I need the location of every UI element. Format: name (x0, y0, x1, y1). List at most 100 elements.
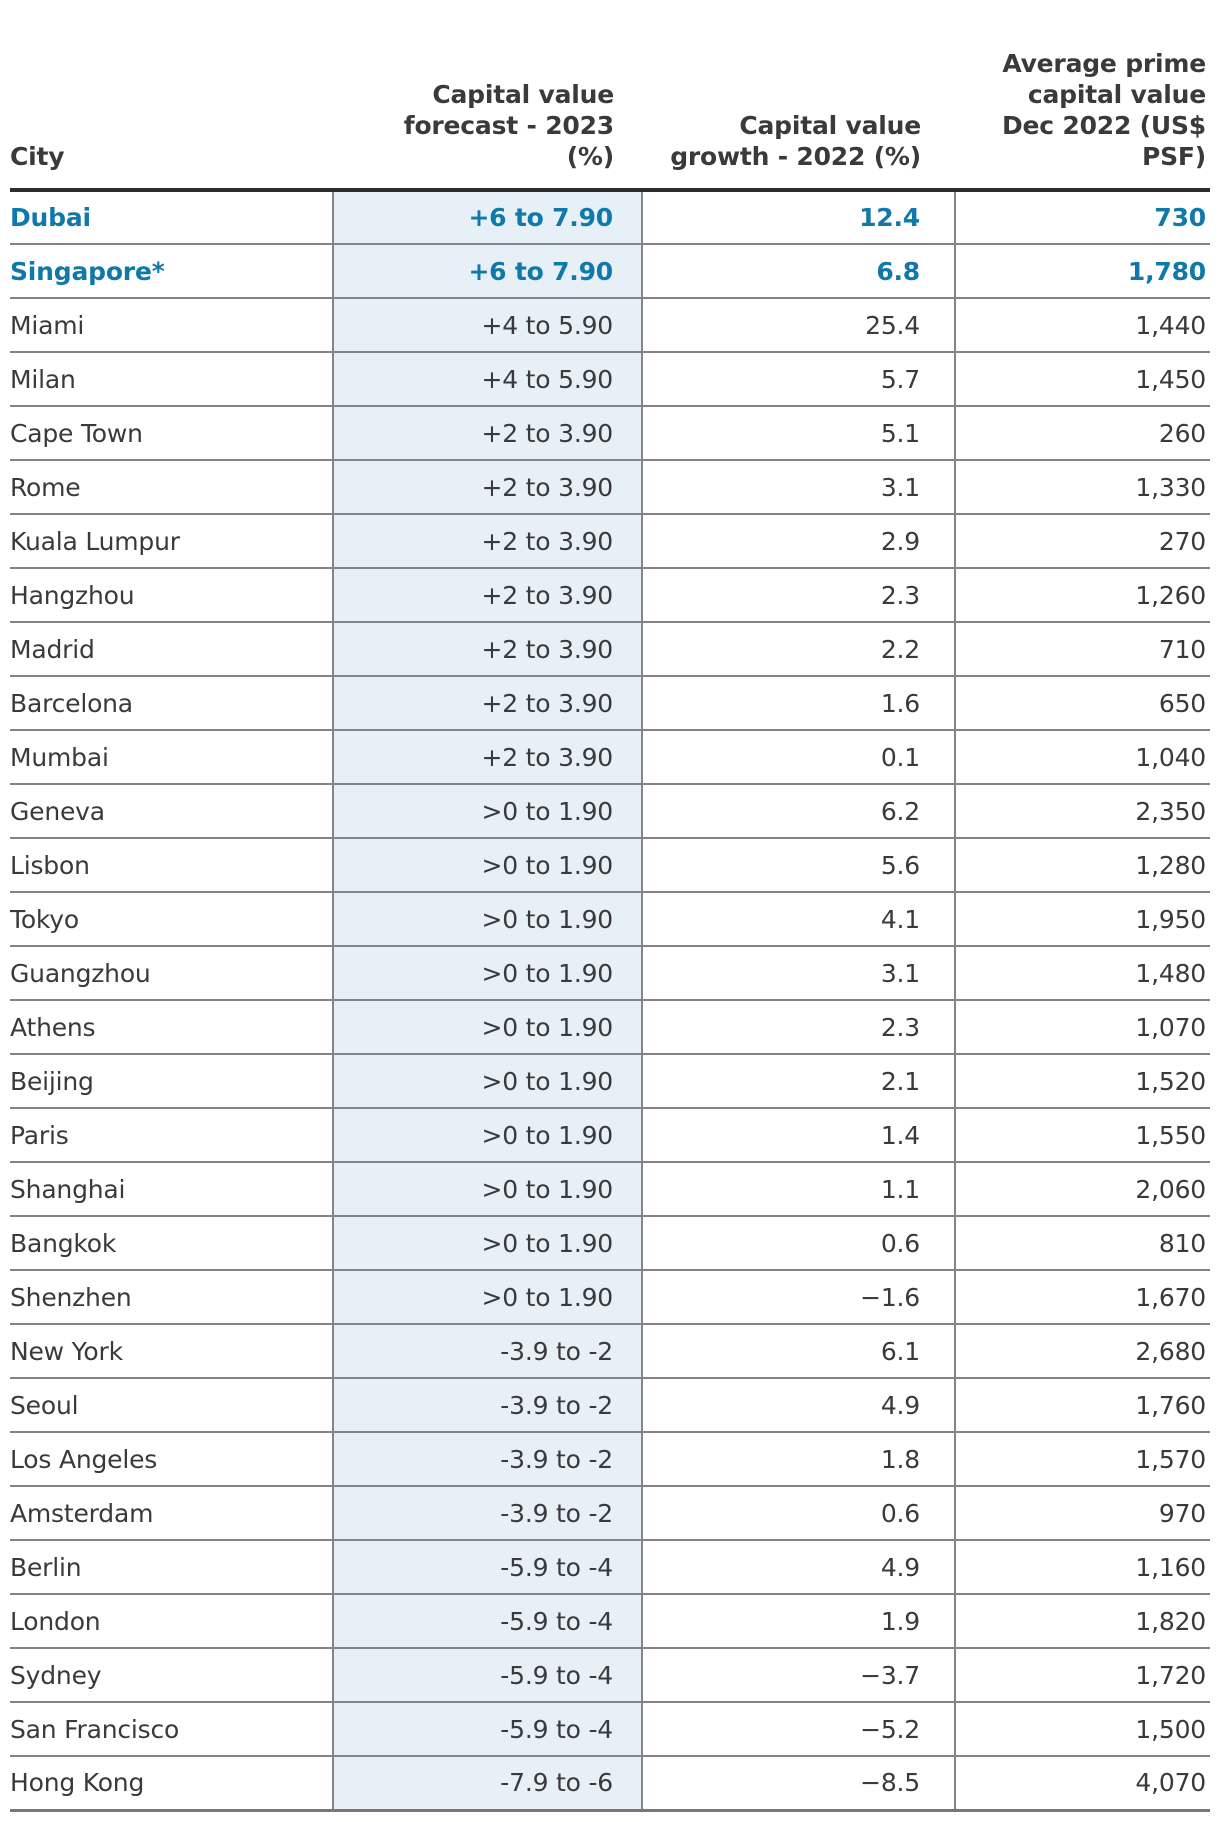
table-row-athens: Athens >0 to 1.90 2.3 1,070 (10, 1000, 1210, 1055)
value-cell: 1,520 (955, 1054, 1210, 1109)
value-cell: 1,760 (955, 1378, 1210, 1433)
table-row-hangzhou: Hangzhou +2 to 3.90 2.3 1,260 (10, 568, 1210, 623)
header-row: City Capital value forecast - 2023 (%) C… (10, 0, 1210, 192)
forecast-cell: >0 to 1.90 (332, 1216, 643, 1271)
forecast-cell: +4 to 5.90 (332, 298, 643, 353)
table-body: Dubai +6 to 7.90 12.4 730 Singapore* +6 to 7… (10, 190, 1210, 1812)
table-row-paris: Paris >0 to 1.90 1.4 1,550 (10, 1108, 1210, 1163)
city-cell: Lisbon (10, 838, 333, 893)
growth-cell: 2.3 (642, 1000, 956, 1055)
forecast-cell: >0 to 1.90 (332, 1270, 643, 1325)
city-cell: Dubai (10, 190, 333, 245)
city-cell: Bangkok (10, 1216, 333, 1271)
table-row-cape-town: Cape Town +2 to 3.90 5.1 260 (10, 406, 1210, 461)
table-row-rome: Rome +2 to 3.90 3.1 1,330 (10, 460, 1210, 515)
table-row-kuala-lumpur: Kuala Lumpur +2 to 3.90 2.9 270 (10, 514, 1210, 569)
forecast-cell: -3.9 to -2 (332, 1378, 643, 1433)
forecast-cell: >0 to 1.90 (332, 838, 643, 893)
value-cell: 1,070 (955, 1000, 1210, 1055)
city-cell: Seoul (10, 1378, 333, 1433)
value-cell: 810 (955, 1216, 1210, 1271)
city-cell: Singapore* (10, 244, 333, 299)
growth-cell: 2.1 (642, 1054, 956, 1109)
growth-cell: 6.1 (642, 1324, 956, 1379)
city-cell: New York (10, 1324, 333, 1379)
city-cell: Hangzhou (10, 568, 333, 623)
col-header-city: City (10, 0, 333, 192)
forecast-cell: -5.9 to -4 (332, 1702, 643, 1757)
value-cell: 650 (955, 676, 1210, 731)
growth-cell: 4.9 (642, 1378, 956, 1433)
forecast-cell: >0 to 1.90 (332, 784, 643, 839)
value-cell: 1,040 (955, 730, 1210, 785)
value-cell: 4,070 (955, 1756, 1210, 1812)
value-cell: 1,280 (955, 838, 1210, 893)
forecast-cell: >0 to 1.90 (332, 1162, 643, 1217)
growth-cell: 1.6 (642, 676, 956, 731)
capital-values-table: City Capital value forecast - 2023 (%) C… (10, 0, 1210, 1812)
value-cell: 1,550 (955, 1108, 1210, 1163)
growth-cell: 6.8 (642, 244, 956, 299)
city-cell: Sydney (10, 1648, 333, 1703)
table-row-miami: Miami +4 to 5.90 25.4 1,440 (10, 298, 1210, 353)
forecast-cell: -3.9 to -2 (332, 1486, 643, 1541)
city-cell: Barcelona (10, 676, 333, 731)
value-cell: 1,820 (955, 1594, 1210, 1649)
table-row-barcelona: Barcelona +2 to 3.90 1.6 650 (10, 676, 1210, 731)
city-cell: Milan (10, 352, 333, 407)
table-row-hong-kong: Hong Kong -7.9 to -6 −8.5 4,070 (10, 1756, 1210, 1812)
city-cell: Shenzhen (10, 1270, 333, 1325)
forecast-cell: -5.9 to -4 (332, 1540, 643, 1595)
growth-cell: 25.4 (642, 298, 956, 353)
forecast-cell: +4 to 5.90 (332, 352, 643, 407)
growth-cell: −3.7 (642, 1648, 956, 1703)
forecast-cell: +6 to 7.90 (332, 190, 643, 245)
city-cell: Hong Kong (10, 1756, 333, 1812)
value-cell: 1,160 (955, 1540, 1210, 1595)
city-cell: San Francisco (10, 1702, 333, 1757)
value-cell: 270 (955, 514, 1210, 569)
value-cell: 1,720 (955, 1648, 1210, 1703)
city-cell: Tokyo (10, 892, 333, 947)
value-cell: 1,950 (955, 892, 1210, 947)
table-row-seoul: Seoul -3.9 to -2 4.9 1,760 (10, 1378, 1210, 1433)
growth-cell: 3.1 (642, 460, 956, 515)
col-header-forecast-2023: Capital value forecast - 2023 (%) (333, 0, 642, 192)
city-cell: Madrid (10, 622, 333, 677)
city-cell: Athens (10, 1000, 333, 1055)
value-cell: 2,060 (955, 1162, 1210, 1217)
growth-cell: 0.1 (642, 730, 956, 785)
growth-cell: 0.6 (642, 1486, 956, 1541)
value-cell: 260 (955, 406, 1210, 461)
table-row-lisbon: Lisbon >0 to 1.90 5.6 1,280 (10, 838, 1210, 893)
table-row-guangzhou: Guangzhou >0 to 1.90 3.1 1,480 (10, 946, 1210, 1001)
table-row-los-angeles: Los Angeles -3.9 to -2 1.8 1,570 (10, 1432, 1210, 1487)
city-cell: Guangzhou (10, 946, 333, 1001)
growth-cell: −8.5 (642, 1756, 956, 1812)
growth-cell: 5.6 (642, 838, 956, 893)
value-cell: 1,570 (955, 1432, 1210, 1487)
table-row-san-francisco: San Francisco -5.9 to -4 −5.2 1,500 (10, 1702, 1210, 1757)
col-header-avg-prime-value: Average prime capital value Dec 2022 (US… (955, 0, 1210, 192)
table-row-shanghai: Shanghai >0 to 1.90 1.1 2,060 (10, 1162, 1210, 1217)
forecast-cell: >0 to 1.90 (332, 946, 643, 1001)
value-cell: 1,330 (955, 460, 1210, 515)
table-row-mumbai: Mumbai +2 to 3.90 0.1 1,040 (10, 730, 1210, 785)
growth-cell: 4.9 (642, 1540, 956, 1595)
forecast-cell: +6 to 7.90 (332, 244, 643, 299)
value-cell: 1,780 (955, 244, 1210, 299)
table-row-madrid: Madrid +2 to 3.90 2.2 710 (10, 622, 1210, 677)
growth-cell: 4.1 (642, 892, 956, 947)
growth-cell: 1.8 (642, 1432, 956, 1487)
city-cell: Los Angeles (10, 1432, 333, 1487)
city-cell: Berlin (10, 1540, 333, 1595)
forecast-cell: +2 to 3.90 (332, 568, 643, 623)
growth-cell: 5.1 (642, 406, 956, 461)
city-cell: Mumbai (10, 730, 333, 785)
col-header-growth-2022: Capital value growth - 2022 (%) (642, 0, 955, 192)
table-row-dubai: Dubai +6 to 7.90 12.4 730 (10, 190, 1210, 245)
value-cell: 1,480 (955, 946, 1210, 1001)
table-row-geneva: Geneva >0 to 1.90 6.2 2,350 (10, 784, 1210, 839)
value-cell: 730 (955, 190, 1210, 245)
city-cell: Shanghai (10, 1162, 333, 1217)
